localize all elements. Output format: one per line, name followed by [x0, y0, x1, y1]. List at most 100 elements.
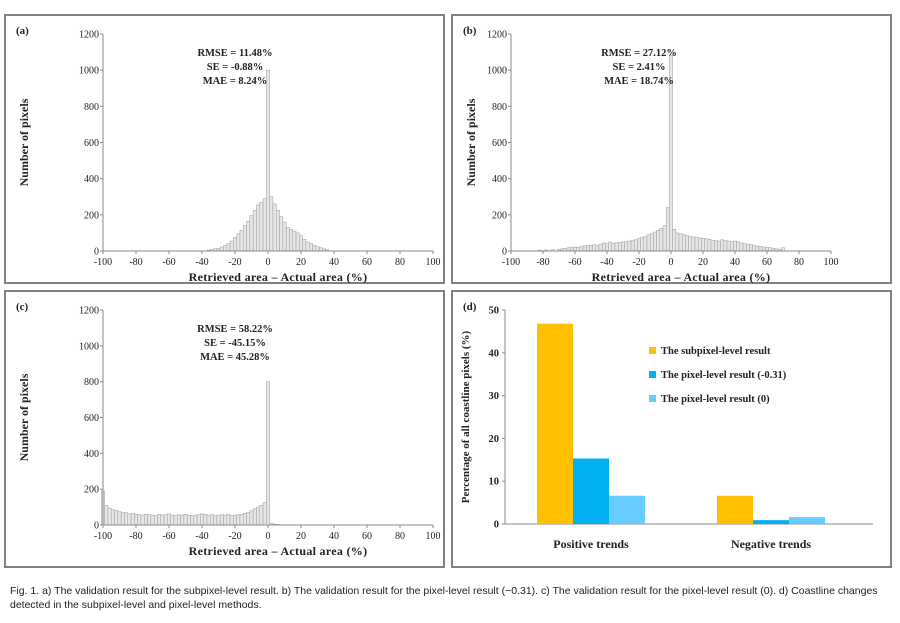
y-axis-label: Number of pixels [17, 98, 31, 186]
hist-bar-a-16 [259, 201, 264, 252]
y-tick-label: 600 [84, 138, 99, 149]
hist-bar-a-20 [272, 203, 277, 252]
x-tick-label: -40 [600, 257, 613, 268]
hist-bar-b-32 [649, 233, 654, 252]
category-label: Positive trends [553, 537, 629, 551]
x-tick-label: 40 [730, 257, 740, 268]
y-tick-label: 1200 [79, 306, 99, 317]
hist-bar-c-38 [226, 514, 231, 526]
hist-bar-b-67 [761, 246, 766, 252]
stats-annotation: RMSE = 58.22% [197, 324, 273, 335]
stats-annotation: MAE = 45.28% [200, 352, 270, 363]
y-tick-label: 1000 [79, 66, 99, 77]
hist-bar-b-29 [640, 237, 645, 252]
hist-bar-a-8 [233, 237, 237, 252]
hist-bar-a-17 [262, 198, 267, 252]
x-tick-label: -80 [129, 531, 142, 542]
x-tick-label: -100 [502, 257, 520, 268]
x-tick-label: 80 [395, 257, 405, 268]
hist-bar-b-49 [704, 238, 709, 252]
legend-swatch-2 [649, 395, 656, 402]
histogram-a: -100 -80 -60 -40 -20 0 20 40 60 80 100020040060080… [16, 25, 441, 284]
hist-bar-b-20 [611, 243, 616, 252]
hist-bar-b-52 [713, 240, 718, 252]
y-tick-label: 600 [84, 413, 99, 424]
hist-bar-b-35 [659, 228, 664, 252]
stats-annotation: MAE = 18.74% [604, 76, 674, 87]
hist-bar-c-16 [153, 515, 158, 526]
x-tick-label: 60 [362, 531, 372, 542]
hist-bar-a-13 [249, 215, 254, 252]
x-tick-label: -60 [568, 257, 581, 268]
bar-negative-series-1 [753, 520, 789, 524]
hist-bar-c-48 [259, 505, 264, 526]
hist-bar-b-12 [585, 245, 590, 252]
hist-bar-c-5 [117, 511, 122, 526]
hist-bar-a-10 [239, 229, 244, 252]
hist-bar-c-47 [256, 506, 260, 526]
hist-bar-c-22 [173, 515, 178, 526]
x-axis-label: Retrieved area – Actual area (%) [189, 270, 368, 284]
hist-bar-c-34 [213, 515, 218, 526]
x-tick-label: -40 [195, 531, 208, 542]
y-tick-label: 200 [84, 210, 99, 221]
hist-bar-b-30 [643, 236, 648, 252]
panel-b: -100 -80 -60 -40 -20 0 20 40 60 80 100 0 200 400 600 80… [451, 14, 892, 284]
hist-bar-c-18 [160, 514, 165, 526]
hist-bar-b-24 [624, 241, 629, 252]
y-axis-label: Number of pixels [17, 373, 31, 461]
hist-bar-b-11 [582, 245, 587, 252]
hist-bar-b-68 [765, 247, 769, 252]
hist-bar-b-51 [710, 239, 715, 252]
hist-bar-c-14 [147, 514, 152, 526]
hist-bar-c-6 [120, 512, 125, 526]
panel-label: (c) [16, 301, 29, 313]
x-tick-label: -20 [228, 531, 241, 542]
y-axis-label: Number of pixels [464, 98, 478, 186]
histogram-c: -100 -80 -60 -40 -20 0 20 40 60 80 100020040060080… [16, 301, 441, 558]
y-tick-label: 1000 [487, 66, 507, 77]
y-tick-label: 1200 [487, 30, 507, 41]
panel-a: -100 -80 -60 -40 -20 0 20 40 60 80 100 0 200 400 600 80… [4, 14, 445, 284]
stats-annotation: SE = -45.15% [204, 338, 266, 349]
hist-bar-c-20 [167, 513, 171, 526]
hist-bar-c-50 [266, 381, 270, 526]
hist-bar-b-14 [592, 244, 597, 252]
hist-bar-b-57 [729, 241, 734, 252]
x-tick-label: 80 [395, 531, 405, 542]
hist-bar-a-23 [282, 221, 287, 252]
category-label: Negative trends [731, 537, 811, 551]
hist-bar-c-33 [210, 514, 214, 526]
hist-bar-a-21 [276, 210, 280, 252]
hist-bar-b-16 [598, 243, 603, 252]
x-tick-label: 80 [794, 257, 804, 268]
x-axis-label: Retrieved area – Actual area (%) [189, 544, 368, 558]
x-tick-label: 20 [698, 257, 708, 268]
hist-bar-b-22 [617, 242, 622, 252]
x-tick-label: 100 [426, 531, 441, 542]
hist-bar-a-25 [289, 229, 294, 252]
hist-bar-a-4 [219, 246, 224, 252]
hist-bar-b-59 [736, 241, 741, 252]
hist-bar-b-27 [633, 239, 638, 252]
legend-swatch-1 [649, 371, 656, 378]
hist-bar-c-32 [206, 514, 211, 526]
hist-bar-b-45 [691, 236, 696, 252]
hist-bar-b-66 [758, 246, 763, 252]
y-tick-label: 800 [84, 102, 99, 113]
hist-bar-c-21 [170, 514, 175, 526]
bar-positive-series-2 [609, 495, 645, 524]
hist-bar-b-42 [681, 234, 686, 252]
hist-bar-c-9 [130, 513, 135, 526]
x-tick-label: 0 [266, 531, 271, 542]
x-tick-label: 40 [329, 531, 339, 542]
hist-bar-b-13 [589, 244, 593, 252]
hist-bar-b-58 [733, 240, 737, 252]
hist-bar-a-32 [312, 244, 317, 252]
bar-positive-series-0 [537, 323, 573, 524]
bar-positive-series-1 [573, 458, 609, 524]
x-tick-label: 100 [824, 257, 839, 268]
hist-bar-a-11 [243, 225, 247, 252]
hist-bar-b-61 [742, 243, 747, 252]
panel-c: -100 -80 -60 -40 -20 0 20 40 60 80 100 0 200 400 600 80… [4, 290, 445, 568]
